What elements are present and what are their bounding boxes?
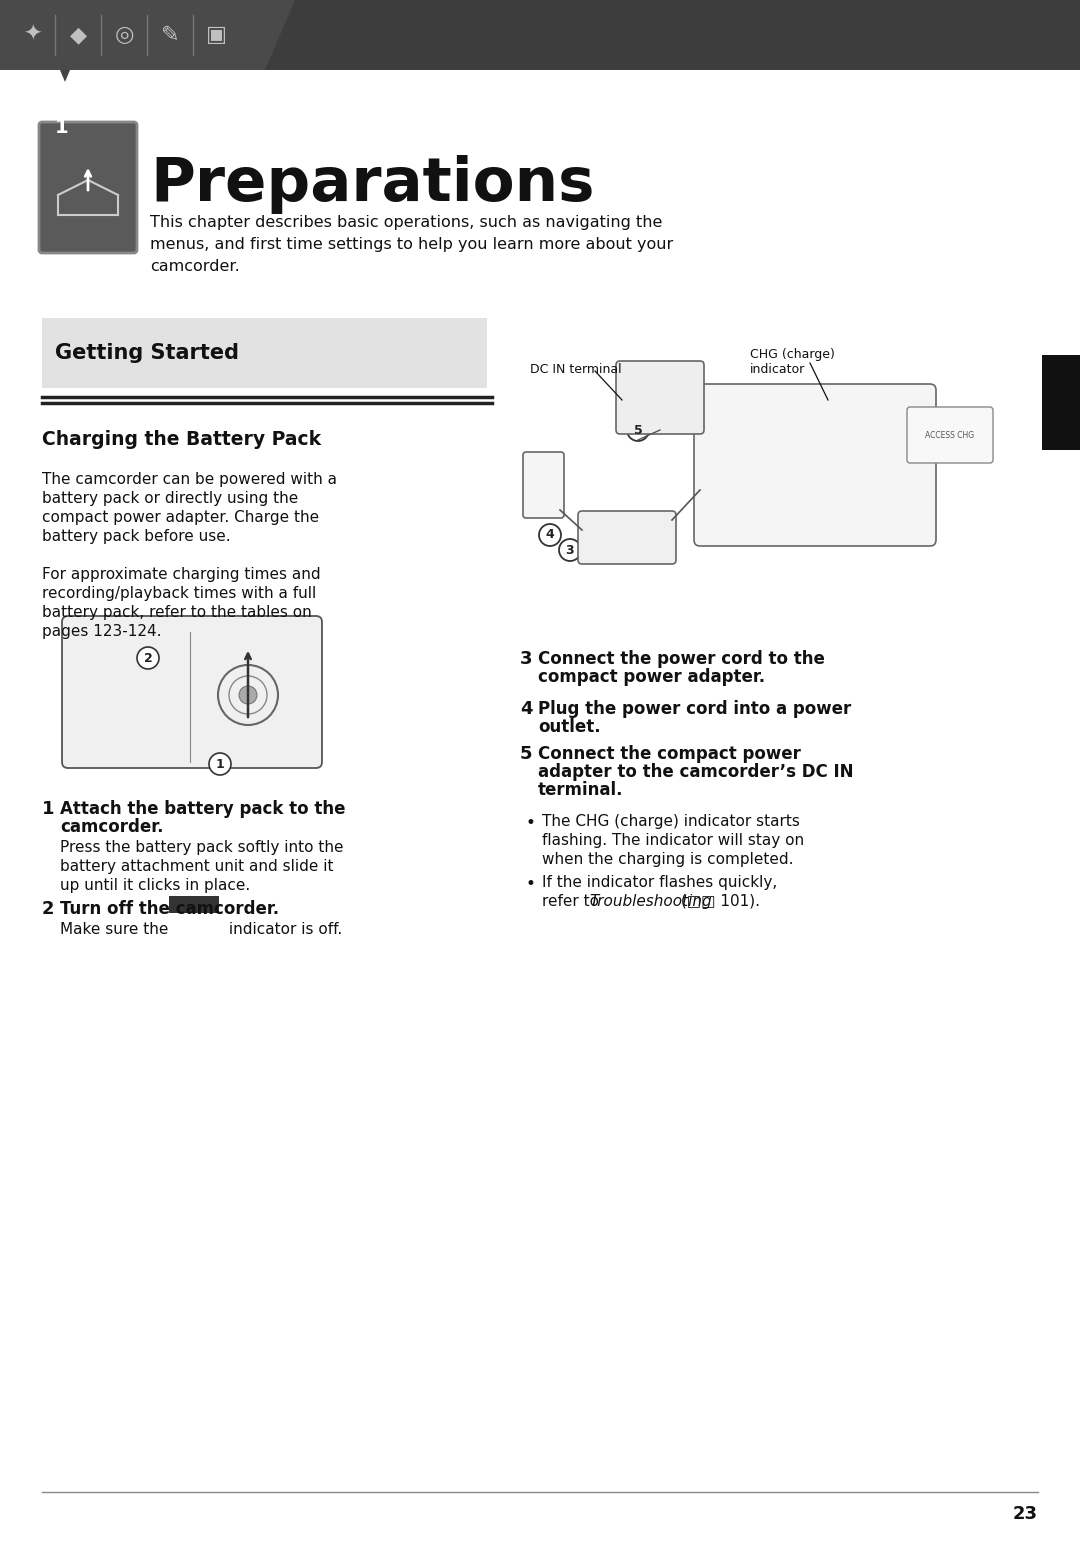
Text: 4: 4: [545, 529, 554, 541]
Text: ◎: ◎: [114, 25, 134, 45]
Circle shape: [239, 686, 257, 704]
Text: Getting Started: Getting Started: [55, 343, 239, 363]
Text: 5: 5: [634, 423, 643, 437]
Text: POWER: POWER: [173, 914, 216, 924]
Text: •: •: [526, 875, 536, 892]
Text: Preparations: Preparations: [150, 154, 594, 214]
Text: menus, and first time settings to help you learn more about your: menus, and first time settings to help y…: [150, 237, 673, 253]
Text: 3: 3: [519, 651, 532, 668]
Text: battery pack, refer to the tables on: battery pack, refer to the tables on: [42, 605, 312, 619]
Text: Connect the compact power: Connect the compact power: [538, 746, 801, 763]
Polygon shape: [60, 70, 70, 83]
Text: 1: 1: [55, 119, 69, 137]
Circle shape: [137, 647, 159, 669]
Text: refer to: refer to: [542, 894, 604, 909]
Text: 23: 23: [1013, 1505, 1038, 1523]
Text: flashing. The indicator will stay on: flashing. The indicator will stay on: [542, 833, 805, 849]
Text: For approximate charging times and: For approximate charging times and: [42, 566, 321, 582]
Text: indicator: indicator: [750, 363, 806, 376]
FancyBboxPatch shape: [62, 616, 322, 768]
Text: Make sure the: Make sure the: [60, 922, 173, 938]
Text: ACCESS CHG: ACCESS CHG: [926, 431, 974, 440]
FancyBboxPatch shape: [0, 0, 1080, 70]
Text: Charging the Battery Pack: Charging the Battery Pack: [42, 431, 321, 449]
Circle shape: [210, 753, 231, 775]
Text: Turn off the camcorder.: Turn off the camcorder.: [60, 900, 279, 917]
FancyBboxPatch shape: [1042, 356, 1080, 449]
Text: •: •: [526, 814, 536, 831]
Text: This chapter describes basic operations, such as navigating the: This chapter describes basic operations,…: [150, 215, 662, 229]
Text: 3: 3: [566, 543, 575, 557]
Text: ✎: ✎: [161, 25, 179, 45]
Text: camcorder.: camcorder.: [60, 817, 163, 836]
FancyBboxPatch shape: [39, 122, 137, 253]
Text: compact power adapter.: compact power adapter.: [538, 668, 765, 686]
Circle shape: [627, 420, 649, 441]
FancyBboxPatch shape: [694, 384, 936, 546]
Polygon shape: [0, 0, 295, 70]
Text: adapter to the camcorder’s DC IN: adapter to the camcorder’s DC IN: [538, 763, 853, 782]
Text: camcorder.: camcorder.: [150, 259, 240, 275]
Text: 4: 4: [519, 700, 532, 718]
Text: The camcorder can be powered with a: The camcorder can be powered with a: [42, 473, 337, 487]
Text: compact power adapter. Charge the: compact power adapter. Charge the: [42, 510, 319, 526]
Text: 5: 5: [519, 746, 532, 763]
Text: up until it clicks in place.: up until it clicks in place.: [60, 878, 251, 892]
Text: Press the battery pack softly into the: Press the battery pack softly into the: [60, 839, 343, 855]
Text: 2: 2: [42, 900, 54, 917]
Text: If the indicator flashes quickly,: If the indicator flashes quickly,: [542, 875, 778, 891]
Text: outlet.: outlet.: [538, 718, 600, 736]
FancyBboxPatch shape: [168, 895, 219, 913]
Circle shape: [539, 524, 561, 546]
Text: Plug the power cord into a power: Plug the power cord into a power: [538, 700, 851, 718]
Text: recording/playback times with a full: recording/playback times with a full: [42, 587, 316, 601]
Text: Troubleshooting: Troubleshooting: [589, 894, 712, 909]
Text: indicator is off.: indicator is off.: [224, 922, 342, 938]
Text: when the charging is completed.: when the charging is completed.: [542, 852, 794, 867]
FancyBboxPatch shape: [42, 318, 487, 388]
Text: Attach the battery pack to the: Attach the battery pack to the: [60, 800, 346, 817]
FancyBboxPatch shape: [523, 452, 564, 518]
Text: 2: 2: [144, 652, 152, 665]
Text: 1: 1: [216, 758, 225, 771]
FancyBboxPatch shape: [616, 360, 704, 434]
Text: terminal.: terminal.: [538, 782, 623, 799]
Text: CHG (charge): CHG (charge): [750, 348, 835, 360]
Text: Connect the power cord to the: Connect the power cord to the: [538, 651, 825, 668]
FancyBboxPatch shape: [578, 512, 676, 565]
Text: battery pack before use.: battery pack before use.: [42, 529, 231, 544]
Text: 1: 1: [42, 800, 54, 817]
Text: DC IN terminal: DC IN terminal: [530, 363, 622, 376]
Text: battery pack or directly using the: battery pack or directly using the: [42, 491, 298, 505]
Text: battery attachment unit and slide it: battery attachment unit and slide it: [60, 860, 334, 874]
Text: pages 123-124.: pages 123-124.: [42, 624, 162, 640]
FancyBboxPatch shape: [907, 407, 993, 463]
Text: (□□ 101).: (□□ 101).: [676, 894, 760, 909]
Text: ◆: ◆: [69, 25, 86, 45]
Text: ▣: ▣: [205, 25, 227, 45]
Circle shape: [559, 540, 581, 562]
Text: ✦: ✦: [23, 25, 41, 45]
Text: The CHG (charge) indicator starts: The CHG (charge) indicator starts: [542, 814, 800, 828]
